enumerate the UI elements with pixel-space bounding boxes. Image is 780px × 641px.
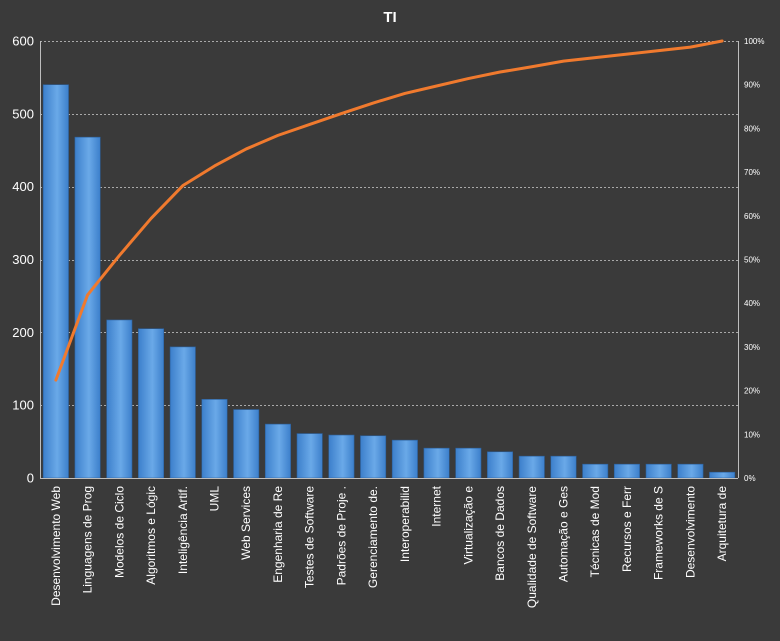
bar <box>455 447 482 479</box>
x-tick-label: Desenvolvimento Web <box>49 486 63 606</box>
y-tick-label: 400 <box>12 179 34 194</box>
bar <box>487 451 514 479</box>
bars-layer <box>42 84 736 479</box>
x-tick-label: Bancos de Dados <box>493 486 507 581</box>
y-tick-label: 100 <box>12 398 34 413</box>
y-tick-label: 200 <box>12 325 34 340</box>
x-tick-label: Recursos e Ferr <box>620 486 634 572</box>
y2-tick-label: 60% <box>744 212 760 221</box>
bar <box>582 463 609 479</box>
bar <box>328 434 355 479</box>
bar <box>645 463 672 479</box>
y2-tick-label: 70% <box>744 168 760 177</box>
bar <box>42 84 69 479</box>
y2-tick-label: 0% <box>744 474 756 483</box>
cumulative-line-layer <box>54 39 724 382</box>
y2-tick-label: 30% <box>744 343 760 352</box>
bar <box>677 463 704 479</box>
x-tick-label: Qualidade de Software <box>525 486 539 608</box>
bar <box>296 433 323 479</box>
y2-tick-label: 90% <box>744 81 760 90</box>
y-axis-left: 0 100 200 300 400 500 600 <box>12 34 41 486</box>
x-tick-label: Desenvolvimento <box>683 486 697 578</box>
y-tick-label: 0 <box>27 471 34 486</box>
bar <box>518 455 545 479</box>
bar <box>709 471 736 479</box>
x-tick-label: Interoperabilid <box>398 486 412 562</box>
x-tick-label: Gerenciamento de. <box>366 486 380 588</box>
y2-tick-label: 40% <box>744 299 760 308</box>
x-tick-label: Automação e Ges <box>557 486 571 582</box>
bar <box>169 346 196 479</box>
bar <box>264 423 291 479</box>
x-tick-label: Frameworks de S <box>652 486 666 580</box>
x-tick-label: UML <box>208 486 222 512</box>
x-tick-label: Virtualização e <box>461 486 475 565</box>
y-tick-label: 300 <box>12 252 34 267</box>
bar <box>201 399 228 479</box>
y-axis-right: 0% 10% 20% 30% 40% 50% 60% 70% 80% 90% 100% <box>738 37 764 483</box>
chart-title: TI <box>383 9 396 26</box>
x-tick-label: Padrões de Proje . <box>334 486 348 585</box>
bar <box>106 319 133 479</box>
bar <box>74 136 101 479</box>
y2-tick-label: 80% <box>744 124 760 133</box>
x-tick-label: Engenharia de Re <box>271 486 285 583</box>
bar <box>391 439 418 479</box>
y2-tick-label: 20% <box>744 387 760 396</box>
bar <box>233 409 260 479</box>
x-tick-label: Linguagens de Prog <box>81 486 95 593</box>
x-tick-label: Modelos de Ciclo <box>112 486 126 578</box>
y2-tick-label: 10% <box>744 430 760 439</box>
bar <box>423 447 450 479</box>
bar <box>550 455 577 479</box>
y2-tick-label: 100% <box>744 37 764 46</box>
cumulative-percent-line <box>54 39 724 382</box>
y-tick-label: 500 <box>12 106 34 121</box>
x-axis: Desenvolvimento Web Linguagens de Prog Mod… <box>40 478 738 608</box>
x-tick-label: Testes de Software <box>303 486 317 588</box>
bar <box>613 463 640 479</box>
x-tick-label: Arquitetura de <box>715 486 729 562</box>
x-tick-label: Inteligência Artif. <box>176 486 190 574</box>
x-tick-label: Algoritmos e Lógic <box>144 486 158 585</box>
x-tick-label: Técnicas de Mod <box>588 486 602 577</box>
y2-tick-label: 50% <box>744 256 760 265</box>
bar <box>138 328 165 479</box>
y-tick-label: 600 <box>12 34 34 49</box>
bar <box>360 435 387 479</box>
x-tick-label: Internet <box>430 485 444 526</box>
x-tick-label: Web Services <box>239 486 253 560</box>
